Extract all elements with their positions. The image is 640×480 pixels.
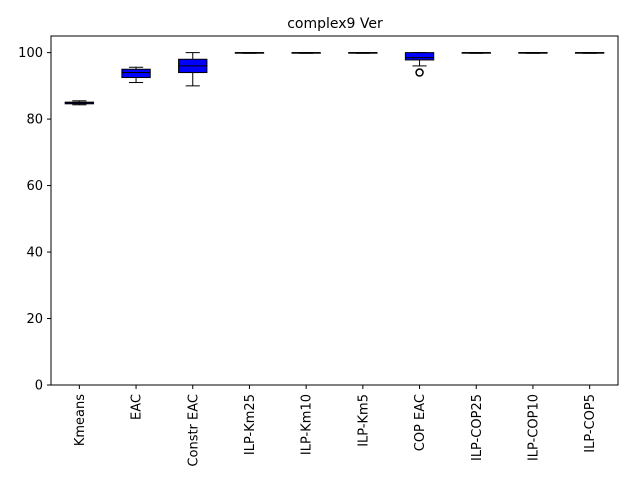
plot-area xyxy=(64,52,605,106)
y-tick-label: 40 xyxy=(26,246,43,261)
y-tick-label: 80 xyxy=(26,113,43,128)
y-tick-label: 100 xyxy=(18,46,43,61)
x-tick-label: EAC xyxy=(130,394,145,420)
x-tick-label: COP EAC xyxy=(413,394,428,451)
box-eac xyxy=(121,66,151,84)
x-tick-label: ILP-COP5 xyxy=(583,394,598,453)
x-tick-label: Constr EAC xyxy=(186,394,201,467)
box-cop-eac xyxy=(404,52,435,77)
y-tick-label: 0 xyxy=(35,379,43,394)
box-body xyxy=(404,52,435,61)
outlier-point xyxy=(415,68,424,77)
box-ilp-cop25 xyxy=(461,52,491,54)
x-tick-label: Kmeans xyxy=(73,394,88,446)
x-tick-label: ILP-COP25 xyxy=(470,394,485,461)
box-body xyxy=(121,68,151,79)
box-ilp-cop5 xyxy=(574,52,605,54)
box-constr-eac xyxy=(178,52,208,87)
box-kmeans xyxy=(64,100,95,106)
x-tick-label: ILP-Km10 xyxy=(300,394,315,455)
x-axis: Kmeans EAC Constr EAC ILP-Km25 ILP-Km10 ILP-K… xyxy=(73,385,598,467)
box-ilp-km10 xyxy=(291,52,321,54)
chart-title: complex9 Ver xyxy=(287,16,383,32)
x-tick-label: ILP-Km5 xyxy=(356,394,371,447)
x-tick-label: ILP-COP10 xyxy=(526,394,541,461)
y-tick-label: 20 xyxy=(26,312,43,327)
box-ilp-km25 xyxy=(234,52,265,54)
x-tick-label: ILP-Km25 xyxy=(243,394,258,455)
box-ilp-km5 xyxy=(348,52,378,54)
plot-frame xyxy=(50,35,619,386)
box-ilp-cop10 xyxy=(518,52,548,54)
y-axis: 0 20 40 60 80 100 xyxy=(18,46,51,394)
y-tick-label: 60 xyxy=(26,179,43,194)
